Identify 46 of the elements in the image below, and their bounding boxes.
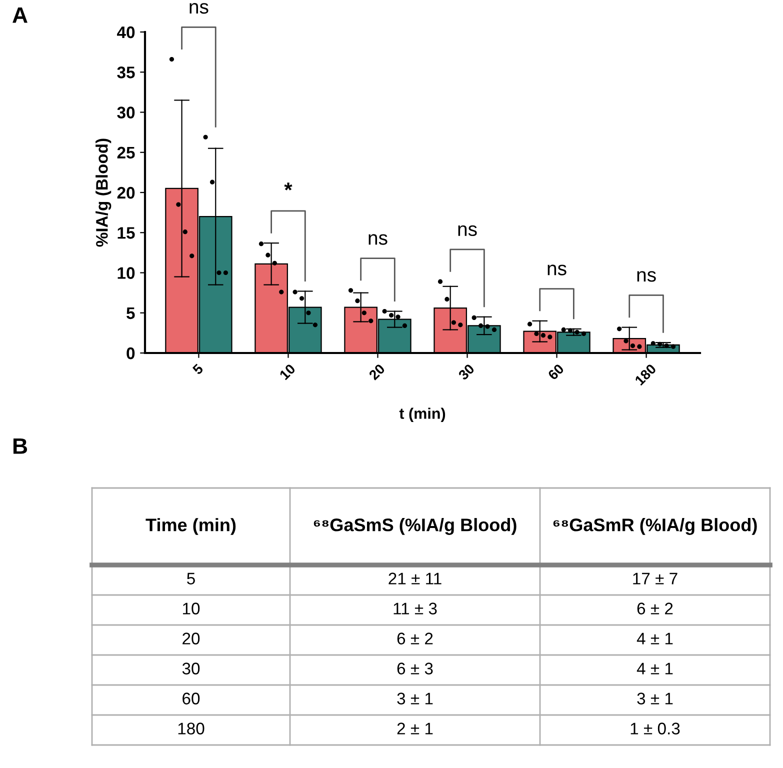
y-tick-label: 20 bbox=[117, 186, 135, 199]
y-tick-label: 25 bbox=[117, 146, 135, 159]
y-tick-label: 15 bbox=[118, 227, 135, 239]
x-tick-label: 20 bbox=[368, 363, 386, 381]
annotation: ns bbox=[458, 225, 477, 236]
text: 4 ± 1 bbox=[636, 632, 673, 644]
annotation: * bbox=[284, 182, 292, 190]
y-tick-label: 0 bbox=[126, 347, 135, 360]
text: B bbox=[13, 438, 28, 454]
text: 6 ± 3 bbox=[397, 662, 433, 674]
x-tick-label: 60 bbox=[547, 363, 564, 380]
x-tick-label: 30 bbox=[458, 363, 475, 381]
annotation: ns bbox=[548, 264, 566, 276]
chart-title: A bbox=[12, 7, 28, 23]
text: ⁶⁸GaSmS (%IA/g Blood) bbox=[314, 518, 516, 535]
text: ns bbox=[190, 3, 208, 14]
x-tick-label: 180 bbox=[634, 363, 657, 386]
annotation: ns bbox=[368, 234, 388, 245]
text: 11 ± 3 bbox=[394, 602, 437, 614]
text: 3 ± 1 bbox=[637, 692, 673, 704]
text: 6 ± 2 bbox=[637, 602, 673, 614]
text: 30 bbox=[182, 662, 200, 674]
text: 60 bbox=[182, 692, 200, 704]
text: 1 ± 0.3 bbox=[630, 722, 680, 734]
text: Time (min) bbox=[146, 518, 236, 535]
text: 17 ± 7 bbox=[633, 572, 678, 584]
text: 10 bbox=[183, 602, 200, 614]
annotation: ns bbox=[637, 271, 656, 282]
x-tick-label: 5 bbox=[192, 363, 204, 376]
y-tick-label: 40 bbox=[116, 26, 135, 38]
y-tick-label: 30 bbox=[117, 106, 135, 118]
text: 5 bbox=[187, 572, 195, 584]
x-tick-label: 10 bbox=[279, 363, 296, 380]
text: ⁶⁸GaSmR (%IA/g Blood) bbox=[553, 518, 757, 535]
text: 6 ± 2 bbox=[397, 632, 433, 644]
x-axis-title: t (min) bbox=[399, 408, 446, 422]
y-tick-label: 10 bbox=[118, 267, 135, 279]
y-axis-title: %IA/g (Blood) bbox=[96, 138, 112, 247]
text: 4 ± 1 bbox=[636, 662, 673, 674]
text: 2 ± 1 bbox=[397, 722, 433, 734]
text: 3 ± 1 bbox=[397, 692, 433, 704]
y-tick-label: 5 bbox=[126, 307, 135, 320]
y-tick-label: 35 bbox=[117, 66, 135, 78]
text: 21 ± 11 bbox=[388, 572, 442, 584]
text: 180 bbox=[178, 722, 204, 734]
text: 20 bbox=[182, 632, 200, 644]
